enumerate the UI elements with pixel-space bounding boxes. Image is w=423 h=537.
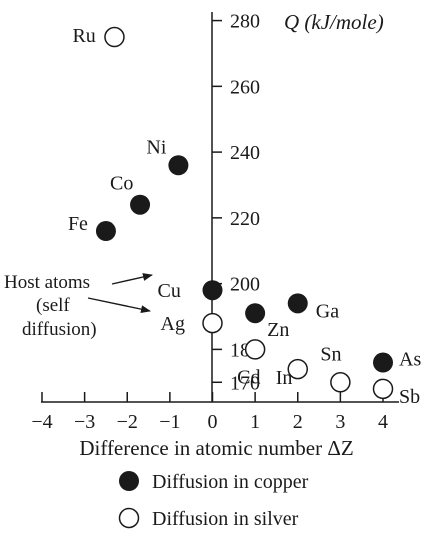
y-tick-label: 200 [230,274,260,296]
x-tick-label: 2 [293,411,303,433]
y-tick-label: 260 [230,76,260,98]
y-axis-title: Q (kJ/mole) [284,10,384,34]
arrow-to-cu [111,273,153,285]
point-co [130,194,151,215]
point-ag [202,312,223,334]
point-sn [330,372,351,393]
y-tick-label: 170 [230,372,260,394]
x-tick-label: −3 [74,411,95,433]
legend-marker-copper [119,471,139,491]
y-ticks: 170180200220240260280 [212,11,260,394]
axes [41,12,399,403]
arrow-to-ag [87,297,151,314]
x-tick-label: −4 [31,411,52,433]
legend: Diffusion in copper Diffusion in silver [118,471,309,530]
y-tick-label: 220 [230,208,260,230]
y-tick-label: 240 [230,142,260,164]
x-axis-title: Difference in atomic number ΔZ [79,436,353,460]
point-as [373,352,393,373]
point-zn [245,303,266,324]
label-ga: Ga [316,300,339,322]
label-co: Co [110,173,133,195]
label-ag: Ag [161,313,185,335]
x-tick-label: 3 [335,411,345,433]
legend-label-copper: Diffusion in copper [152,471,309,493]
label-cd: Cd [237,366,260,388]
annotation-host-atoms: Host atoms [4,272,90,293]
point-ru [104,26,125,48]
label-sn: Sn [320,343,341,365]
x-tick-label: −2 [117,411,138,433]
label-fe: Fe [68,213,88,235]
point-cu [202,280,223,301]
data-points [95,26,394,400]
label-zn: Zn [267,319,289,341]
point-sb [372,378,394,400]
annotation-self: (self [36,295,70,316]
point-fe [95,221,116,242]
x-tick-label: −1 [159,411,180,433]
label-ru: Ru [72,25,95,47]
legend-marker-silver [118,507,140,529]
y-tick-label: 280 [230,11,260,33]
label-cu: Cu [158,280,181,302]
point-ga [287,293,308,314]
label-in: In [276,367,293,389]
point-ni [168,155,189,176]
x-tick-label: 4 [378,411,388,433]
x-ticks: −4 −3 −2 −1 0 1 2 3 4 [31,392,388,433]
annotation-diffusion: diffusion) [22,319,97,340]
legend-label-silver: Diffusion in silver [152,508,299,530]
point-in [287,358,308,380]
x-tick-label: 1 [250,411,260,433]
point-cd [244,339,266,360]
label-sb: Sb [399,386,420,408]
point-labels: Fe Co Ni Cu Zn Ga As Ru Ag Cd In Sn Sb [68,25,422,408]
label-ni: Ni [146,136,166,158]
label-as: As [399,349,421,371]
x-tick-label: 0 [208,411,218,433]
annotations: Host atoms (self diffusion) [4,272,153,340]
